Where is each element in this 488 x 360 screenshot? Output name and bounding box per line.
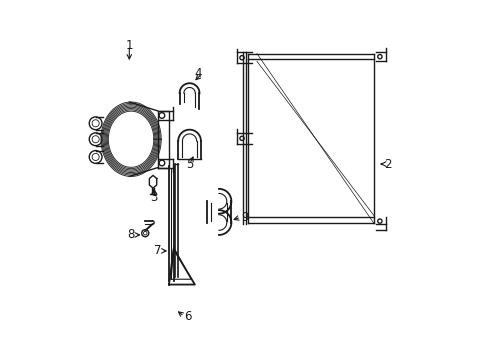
Text: 9: 9 (241, 211, 248, 224)
Text: 4: 4 (194, 67, 202, 80)
Text: 1: 1 (125, 39, 133, 52)
Text: 2: 2 (384, 158, 391, 171)
Text: 5: 5 (185, 158, 193, 171)
Text: 7: 7 (153, 244, 161, 257)
Text: 3: 3 (150, 191, 158, 204)
Text: 8: 8 (127, 229, 134, 242)
Text: 6: 6 (184, 310, 191, 323)
